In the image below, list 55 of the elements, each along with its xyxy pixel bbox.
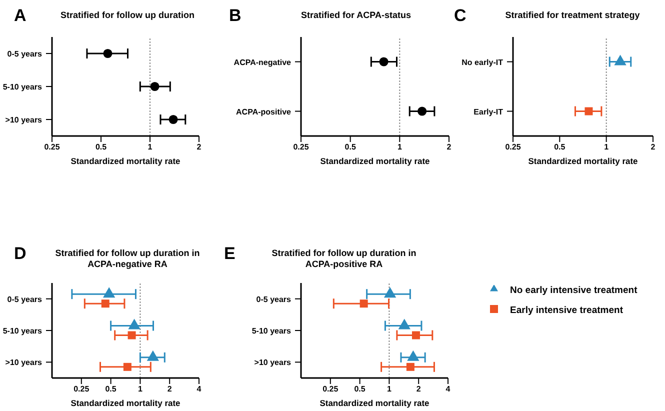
x-axis-title: Standardized mortality rate bbox=[70, 156, 181, 166]
chart-title: Stratified for follow up duration bbox=[60, 10, 196, 21]
x-tick-label: 0.5 bbox=[354, 384, 366, 394]
y-tick-label: ACPA-positive bbox=[236, 107, 292, 116]
x-tick-label: 4 bbox=[446, 384, 451, 394]
x-axis-title: Standardized mortality rate bbox=[320, 156, 430, 166]
y-tick-label: 0-5 years bbox=[7, 294, 43, 304]
text: C bbox=[454, 6, 466, 26]
x-tick-label: 0.5 bbox=[105, 384, 117, 394]
x-tick-label: 2 bbox=[446, 142, 452, 152]
text: D bbox=[14, 244, 26, 264]
y-tick-label: 0-5 years bbox=[256, 294, 292, 304]
point bbox=[384, 287, 396, 298]
point bbox=[398, 318, 410, 330]
x-axis-title: Standardized mortality rate bbox=[70, 398, 181, 408]
x-tick-label: 2 bbox=[196, 142, 202, 152]
legend-label: No early intensive treatment bbox=[510, 285, 638, 296]
x-tick-label: 1 bbox=[148, 142, 153, 152]
x-axis-title: Standardized mortality rate bbox=[528, 156, 638, 166]
text: B bbox=[229, 6, 242, 26]
chart-title: Stratified for follow up duration in ACPA-positive RA bbox=[270, 248, 418, 270]
text: A bbox=[14, 6, 26, 26]
point bbox=[407, 350, 420, 361]
x-tick-label: 0.5 bbox=[554, 142, 566, 152]
y-tick-label: >10 years bbox=[5, 358, 43, 368]
y-tick-label: >10 years bbox=[254, 358, 292, 368]
y-tick-label: 0-5 years bbox=[7, 50, 43, 58]
x-tick-label: 1 bbox=[386, 384, 392, 394]
y-tick-label: 5-10 years bbox=[252, 326, 292, 336]
chart-title: Stratified for ACPA-status bbox=[300, 10, 411, 20]
x-tick-label: 0.25 bbox=[74, 384, 90, 394]
x-tick-label: 0.25 bbox=[44, 142, 60, 152]
x-tick-label: 2 bbox=[167, 384, 172, 394]
x-tick-label: 4 bbox=[196, 384, 202, 394]
y-tick-label: 5-10 years bbox=[2, 326, 43, 336]
x-axis-title: Standardized mortality rate bbox=[320, 398, 430, 408]
y-tick-label: No early-IT bbox=[462, 58, 504, 67]
x-tick-label: 1 bbox=[604, 142, 610, 152]
x-tick-label: 2 bbox=[650, 142, 656, 152]
x-tick-label: 0.5 bbox=[344, 142, 356, 152]
x-tick-label: 2 bbox=[416, 384, 422, 394]
y-tick-label: >10 years bbox=[5, 116, 43, 124]
x-tick-label: 1 bbox=[138, 384, 143, 394]
x-tick-label: 0.25 bbox=[322, 384, 339, 394]
legend-label: Early intensive treatment bbox=[510, 305, 623, 316]
x-tick-label: 0.25 bbox=[505, 142, 522, 152]
text: E bbox=[224, 244, 236, 264]
y-tick-label: Early-IT bbox=[474, 107, 504, 116]
x-tick-label: 0.25 bbox=[293, 142, 310, 152]
x-tick-label: 0.5 bbox=[95, 142, 108, 152]
x-tick-label: 1 bbox=[397, 142, 402, 152]
chart-title: Stratified for follow up duration in ACPA-negative RA bbox=[54, 248, 201, 270]
y-tick-label: ACPA-negative bbox=[234, 58, 292, 67]
y-tick-label: 5-10 years bbox=[2, 82, 43, 92]
chart-title: Stratified for treatment strategy bbox=[504, 10, 641, 21]
